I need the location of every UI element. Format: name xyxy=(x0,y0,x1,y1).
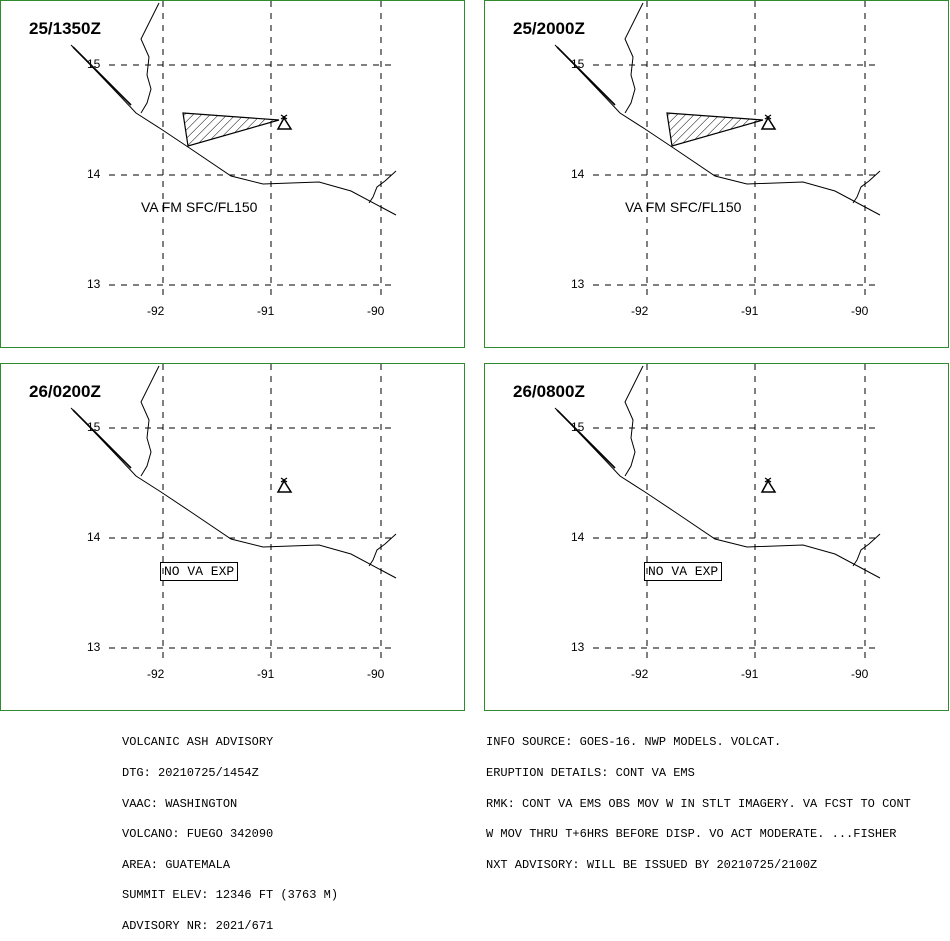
advisory-line: W MOV THRU T+6HRS BEFORE DISP. VO ACT MO… xyxy=(486,827,897,842)
lon-label: -92 xyxy=(631,304,649,318)
advisory-header-block: VOLCANIC ASH ADVISORY DTG: 20210725/1454… xyxy=(122,717,338,941)
volcano-icon xyxy=(760,477,777,493)
panel-title: 26/0800Z xyxy=(513,382,585,401)
no-va-expected-box: NO VA EXP xyxy=(160,562,239,581)
lat-label: 13 xyxy=(571,277,585,291)
lon-label: -90 xyxy=(367,667,385,681)
forecast-panel-1: 25/1350Z VA FM SFC/FL150 15 14 13 -92 -9… xyxy=(0,0,465,348)
lon-label: -91 xyxy=(257,304,275,318)
lon-label: -90 xyxy=(851,304,869,318)
lon-label: -90 xyxy=(367,304,385,318)
advisory-line: RMK: CONT VA EMS OBS MOV W IN STLT IMAGE… xyxy=(486,796,911,811)
advisory-line: ADVISORY NR: 2021/671 xyxy=(122,918,274,933)
lon-label: -90 xyxy=(851,667,869,681)
forecast-panel-2: 25/2000Z VA FM SFC/FL150 15 14 13 -92 -9… xyxy=(484,0,949,348)
map-4 xyxy=(554,364,881,660)
no-va-expected-box: NO VA EXP xyxy=(644,562,723,581)
lat-label: 13 xyxy=(87,277,101,291)
coastline xyxy=(70,365,397,579)
advisory-line: NXT ADVISORY: WILL BE ISSUED BY 20210725… xyxy=(486,857,818,872)
coastline xyxy=(70,2,397,216)
map-1 xyxy=(70,1,397,297)
map-2 xyxy=(554,1,881,297)
coastline xyxy=(554,2,881,216)
lat-label: 15 xyxy=(571,420,585,434)
volcano-icon xyxy=(760,114,777,130)
advisory-line: VOLCANIC ASH ADVISORY xyxy=(122,735,274,750)
advisory-line: SUMMIT ELEV: 12346 FT (3763 M) xyxy=(122,888,339,903)
lat-label: 13 xyxy=(87,640,101,654)
va-level-label: VA FM SFC/FL150 xyxy=(141,199,258,215)
panel-title: 25/1350Z xyxy=(29,19,101,38)
lat-label: 13 xyxy=(571,640,585,654)
advisory-line: VAAC: WASHINGTON xyxy=(122,796,238,811)
lat-label: 15 xyxy=(87,57,101,71)
forecast-panel-4: 26/0800Z NO VA EXP 15 14 13 -92 -91 -90 xyxy=(484,363,949,711)
lat-label: 15 xyxy=(571,57,585,71)
panel-title: 26/0200Z xyxy=(29,382,101,401)
advisory-line: INFO SOURCE: GOES-16. NWP MODELS. VOLCAT… xyxy=(486,735,782,750)
volcano-icon xyxy=(276,114,293,130)
lon-label: -91 xyxy=(741,667,759,681)
advisory-line: DTG: 20210725/1454Z xyxy=(122,766,259,780)
map-3 xyxy=(70,364,397,660)
lon-label: -91 xyxy=(741,304,759,318)
ash-area-polygon xyxy=(182,112,280,147)
lon-label: -91 xyxy=(257,667,275,681)
ash-area-polygon xyxy=(666,112,764,147)
lat-label: 14 xyxy=(571,530,585,544)
lat-label: 15 xyxy=(87,420,101,434)
forecast-panel-3: 26/0200Z NO VA EXP 15 14 13 -92 -91 -90 xyxy=(0,363,465,711)
advisory-line: ERUPTION DETAILS: CONT VA EMS xyxy=(486,766,695,780)
lon-label: -92 xyxy=(631,667,649,681)
advisory-line: AREA: GUATEMALA xyxy=(122,857,231,872)
advisory-details-block: INFO SOURCE: GOES-16. NWP MODELS. VOLCAT… xyxy=(486,717,911,880)
lon-label: -92 xyxy=(147,667,165,681)
lat-label: 14 xyxy=(87,530,101,544)
panel-title: 25/2000Z xyxy=(513,19,585,38)
advisory-line: VOLCANO: FUEGO 342090 xyxy=(122,827,274,842)
lat-label: 14 xyxy=(87,167,101,181)
coastline xyxy=(554,365,881,579)
lon-label: -92 xyxy=(147,304,165,318)
volcano-icon xyxy=(276,477,293,493)
lat-label: 14 xyxy=(571,167,585,181)
va-level-label: VA FM SFC/FL150 xyxy=(625,199,742,215)
